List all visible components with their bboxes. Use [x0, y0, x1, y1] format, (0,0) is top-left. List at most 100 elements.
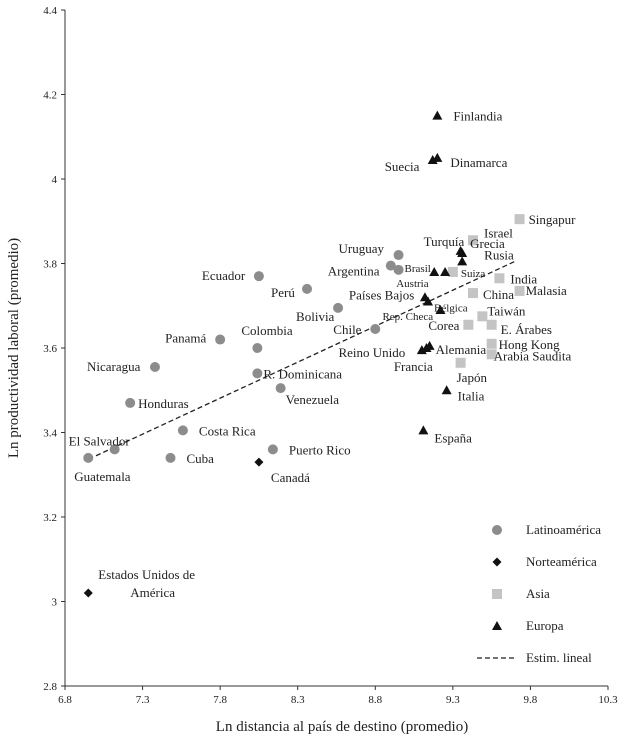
legend-label: Norteamérica	[526, 554, 597, 569]
axes: 6.8 7.3 7.8 8.3 8.8 9.3 9.8 10.3 2.8 3 3.2 3.4 3.6 3.…	[43, 5, 618, 706]
legend: Latinoamérica Norteamérica Asia Europa Estim…	[477, 522, 601, 665]
point-square	[486, 338, 497, 349]
point-label: Reino Unido	[338, 345, 405, 360]
point-label: Bélgica	[434, 303, 468, 315]
point-label: Estados Unidos de	[98, 567, 195, 582]
labels-layer: Guatemala El Salvador Honduras Nicaragua Cub…	[69, 109, 577, 600]
point-triangle	[429, 266, 440, 276]
y-tick-label: 4	[52, 174, 58, 186]
y-tick-label: 2.8	[43, 681, 57, 693]
x-tick-label: 6.8	[58, 694, 72, 706]
point-circle	[393, 264, 404, 275]
point-label: Israel	[484, 225, 513, 240]
point-circle	[83, 452, 94, 463]
point-triangle	[440, 266, 451, 276]
point-circle	[215, 334, 226, 345]
x-tick-label: 9.8	[524, 694, 538, 706]
point-square	[494, 273, 505, 284]
point-label: Colombia	[241, 323, 293, 338]
point-label: Rusia	[484, 247, 514, 262]
point-label: E. Árabes	[501, 322, 552, 337]
fit-line	[95, 260, 516, 457]
point-square	[468, 288, 479, 299]
y-tick-label: 4.2	[43, 90, 57, 102]
fit-line-layer	[95, 260, 516, 457]
point-label: Ecuador	[202, 268, 246, 283]
point-label: Canadá	[271, 470, 310, 485]
point-circle	[109, 444, 120, 455]
point-label: Italia	[458, 388, 485, 403]
point-square	[455, 357, 466, 368]
legend-marker-triangle	[492, 621, 502, 630]
point-circle	[393, 250, 404, 261]
point-triangle	[441, 385, 452, 395]
point-label: Chile	[333, 322, 361, 337]
point-label: América	[130, 585, 175, 600]
point-circle	[267, 444, 278, 455]
point-circle	[253, 271, 264, 282]
point-label: España	[434, 430, 472, 445]
point-square	[486, 349, 497, 360]
point-diamond	[83, 588, 93, 598]
point-square	[514, 285, 525, 296]
point-circle	[149, 362, 160, 373]
point-circle	[252, 343, 263, 353]
point-label: Países Bajos	[349, 287, 414, 302]
point-label: Suiza	[461, 268, 486, 280]
point-triangle	[435, 304, 446, 314]
point-label: Austria	[396, 278, 429, 290]
point-circle	[302, 283, 313, 294]
point-label: R. Dominicana	[263, 366, 342, 381]
point-triangle	[457, 256, 468, 266]
point-label: Argentina	[328, 264, 380, 279]
x-axis-title: Ln distancia al país de destino (promedi…	[216, 719, 468, 735]
point-label: Suecia	[385, 159, 420, 174]
point-triangle	[457, 247, 468, 257]
point-label: Uruguay	[339, 241, 385, 256]
point-label: Puerto Rico	[289, 442, 351, 457]
legend-marker-square	[492, 589, 502, 599]
point-label: Rep. Checa	[382, 311, 433, 323]
x-tick-label: 10.3	[598, 694, 618, 706]
point-label: Dinamarca	[450, 155, 507, 170]
point-label: Brasil	[405, 263, 431, 275]
legend-label: Europa	[526, 618, 564, 633]
y-tick-label: 3.2	[43, 512, 57, 524]
legend-label: Latinoamérica	[526, 522, 601, 537]
y-tick-label: 3	[52, 597, 58, 609]
point-label: Hong Kong	[499, 337, 561, 352]
point-triangle	[423, 296, 434, 306]
point-circle	[177, 425, 188, 436]
point-label: China	[483, 287, 514, 302]
points-layer	[83, 110, 525, 598]
point-triangle	[432, 152, 443, 162]
point-circle	[252, 368, 263, 379]
point-square	[486, 319, 497, 330]
y-tick-label: 3.6	[43, 343, 57, 355]
point-label: Bolivia	[296, 309, 335, 324]
point-circle	[125, 397, 136, 408]
point-label: Japón	[457, 370, 488, 385]
point-circle	[165, 452, 176, 463]
point-label: Costa Rica	[199, 423, 256, 438]
y-axis-title: Ln productividad laboral (promedio)	[6, 238, 22, 458]
point-label: Singapur	[529, 212, 577, 227]
point-square	[468, 235, 479, 246]
point-label: Grecia	[470, 236, 505, 251]
legend-label: Estim. lineal	[526, 650, 592, 665]
point-label: Nicaragua	[87, 359, 141, 374]
point-label: Perú	[271, 285, 295, 300]
x-tick-label: 8.8	[368, 694, 382, 706]
point-diamond	[254, 457, 264, 467]
legend-marker-diamond	[492, 557, 502, 567]
point-label: Arabia Saudita	[494, 348, 572, 363]
y-tick-label: 4.4	[43, 5, 57, 17]
legend-marker-circle	[492, 525, 502, 535]
point-label: Corea	[428, 318, 459, 333]
x-tick-label: 7.8	[213, 694, 227, 706]
point-label: Alemania	[436, 342, 487, 357]
point-triangle	[432, 110, 443, 120]
point-circle	[370, 323, 381, 334]
point-square	[477, 311, 488, 322]
